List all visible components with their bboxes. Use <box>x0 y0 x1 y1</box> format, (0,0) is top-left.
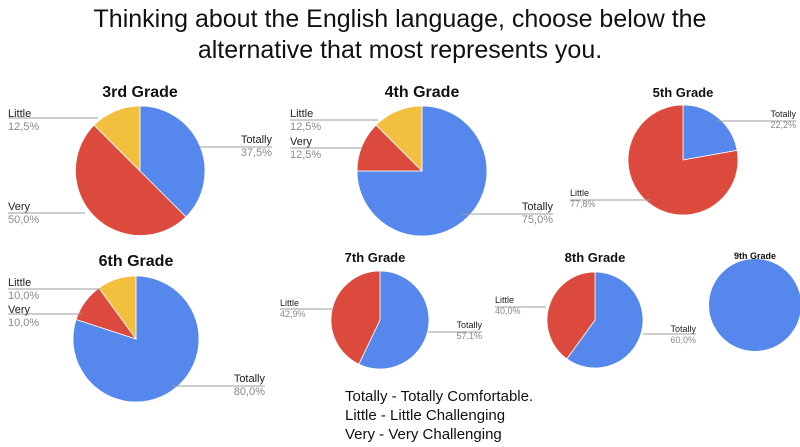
chart-title-4th-grade: 4th Grade <box>385 84 460 101</box>
pie-slice-5th-grade-little <box>627 104 739 216</box>
slice-percent-6th-grade-very: 10,0% <box>8 317 39 329</box>
slice-label-6th-grade-totally: Totally <box>234 373 266 385</box>
slice-label-3rd-grade-totally: Totally <box>241 134 273 146</box>
slice-label-4th-grade-very: Very <box>290 136 313 148</box>
pie-slice-3rd-grade-little <box>93 105 141 172</box>
slice-percent-3rd-grade-little: 12,5% <box>8 121 39 133</box>
slice-percent-4th-grade-totally: 75,0% <box>522 214 553 226</box>
pie-slice-8th-grade-totally <box>566 271 644 369</box>
pie-slice-4th-grade-totally <box>356 105 488 237</box>
slice-percent-4th-grade-little: 12,5% <box>290 121 321 133</box>
slice-percent-5th-grade-little: 77,8% <box>570 199 596 209</box>
pie-chart-4th-grade: 4th GradeTotally75,0%Very12,5%Little12,5… <box>290 84 554 237</box>
slice-label-6th-grade-very: Very <box>8 304 31 316</box>
pie-slice-3rd-grade-very <box>75 124 187 236</box>
slice-percent-3rd-grade-totally: 37,5% <box>241 147 272 159</box>
pie-slice-3rd-grade-totally <box>139 105 206 218</box>
main-title: Thinking about the English language, cho… <box>0 4 800 66</box>
slice-percent-6th-grade-totally: 80,0% <box>234 386 265 398</box>
chart-title-5th-grade: 5th Grade <box>653 85 714 100</box>
chart-title-8th-grade: 8th Grade <box>565 250 626 265</box>
slice-percent-3rd-grade-very: 50,0% <box>8 214 39 226</box>
slice-percent-5th-grade-totally: 22,2% <box>770 120 796 130</box>
pie-slice-8th-grade-little <box>546 271 596 360</box>
slice-percent-8th-grade-little: 40,0% <box>495 306 521 316</box>
slice-label-3rd-grade-little: Little <box>8 108 31 120</box>
slice-label-6th-grade-little: Little <box>8 277 31 289</box>
chart-title-3rd-grade: 3rd Grade <box>102 84 178 101</box>
slice-label-5th-grade-totally: Totally <box>770 109 796 119</box>
pie-chart-9th-grade: 9th Grade <box>709 251 800 351</box>
pie-slice-5th-grade-totally <box>682 104 738 161</box>
pie-chart-6th-grade: 6th GradeTotally80,0%Very10,0%Little10,0… <box>8 253 266 403</box>
slice-percent-4th-grade-very: 12,5% <box>290 149 321 161</box>
chart-title-7th-grade: 7th Grade <box>345 250 406 265</box>
slice-label-3rd-grade-very: Very <box>8 201 31 213</box>
slice-percent-7th-grade-totally: 57,1% <box>456 331 482 341</box>
slice-label-7th-grade-little: Little <box>280 298 299 308</box>
slice-percent-7th-grade-little: 42,9% <box>280 309 306 319</box>
legend: Totally - Totally Comfortable. Little - … <box>345 387 533 444</box>
legend-item-very: Very - Very Challenging <box>345 426 502 443</box>
main-title-line-2: alternative that most represents you. <box>197 36 603 64</box>
slice-label-4th-grade-little: Little <box>290 108 313 120</box>
chart-title-9th-grade: 9th Grade <box>734 251 776 261</box>
slice-percent-8th-grade-totally: 60,0% <box>670 335 696 345</box>
slice-label-4th-grade-totally: Totally <box>522 201 554 213</box>
chart-title-6th-grade: 6th Grade <box>99 253 174 270</box>
pie-slice-9th-grade-totally <box>709 259 800 351</box>
slice-label-8th-grade-little: Little <box>495 295 514 305</box>
slice-label-5th-grade-little: Little <box>570 188 589 198</box>
legend-item-little: Little - Little Challenging <box>345 407 506 424</box>
slice-percent-6th-grade-little: 10,0% <box>8 290 39 302</box>
legend-item-totally: Totally - Totally Comfortable. <box>345 388 534 405</box>
pie-slice-6th-grade-little <box>98 275 137 341</box>
main-title-line-1: Thinking about the English language, cho… <box>93 5 707 33</box>
pie-slice-4th-grade-little <box>375 105 423 172</box>
pie-slice-7th-grade-totally <box>358 270 430 370</box>
slice-label-7th-grade-totally: Totally <box>456 320 482 330</box>
slice-label-8th-grade-totally: Totally <box>670 324 696 334</box>
